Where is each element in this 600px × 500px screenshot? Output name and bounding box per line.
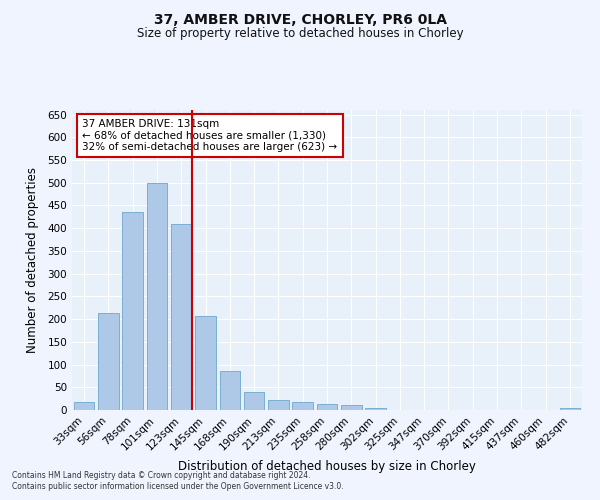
Bar bbox=[220, 372, 240, 410]
Text: Size of property relative to detached houses in Chorley: Size of property relative to detached ho… bbox=[137, 28, 463, 40]
Bar bbox=[244, 392, 265, 410]
Bar bbox=[292, 402, 313, 410]
Bar bbox=[171, 224, 191, 410]
Bar bbox=[146, 182, 167, 410]
Bar bbox=[268, 400, 289, 410]
Bar bbox=[74, 402, 94, 410]
Bar bbox=[560, 408, 580, 410]
Bar bbox=[195, 316, 216, 410]
Text: Contains HM Land Registry data © Crown copyright and database right 2024.: Contains HM Land Registry data © Crown c… bbox=[12, 470, 311, 480]
Text: Contains public sector information licensed under the Open Government Licence v3: Contains public sector information licen… bbox=[12, 482, 344, 491]
X-axis label: Distribution of detached houses by size in Chorley: Distribution of detached houses by size … bbox=[178, 460, 476, 473]
Bar bbox=[122, 212, 143, 410]
Bar bbox=[365, 408, 386, 410]
Bar bbox=[317, 404, 337, 410]
Text: 37 AMBER DRIVE: 131sqm
← 68% of detached houses are smaller (1,330)
32% of semi-: 37 AMBER DRIVE: 131sqm ← 68% of detached… bbox=[82, 119, 337, 152]
Bar bbox=[98, 313, 119, 410]
Bar bbox=[341, 406, 362, 410]
Text: 37, AMBER DRIVE, CHORLEY, PR6 0LA: 37, AMBER DRIVE, CHORLEY, PR6 0LA bbox=[154, 12, 446, 26]
Y-axis label: Number of detached properties: Number of detached properties bbox=[26, 167, 39, 353]
